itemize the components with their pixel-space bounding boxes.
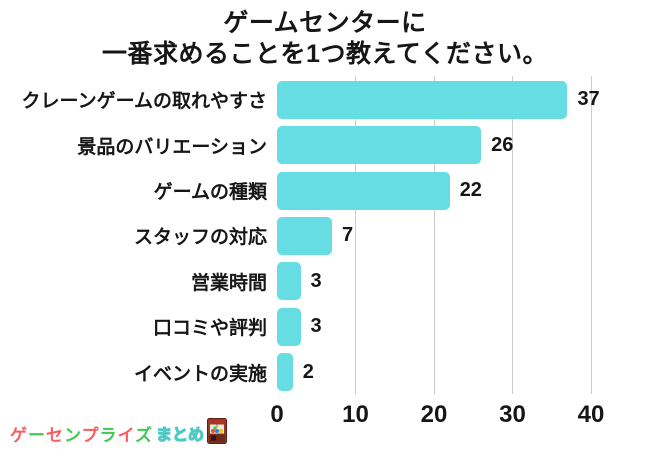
category-label: イベントの実施 bbox=[133, 363, 267, 385]
category-label: 営業時間 bbox=[190, 272, 267, 294]
bar bbox=[277, 80, 568, 119]
bar-area: 26 bbox=[277, 122, 650, 167]
gridline-layer bbox=[277, 76, 650, 394]
logo-char: ゲ bbox=[10, 425, 28, 445]
bar bbox=[277, 171, 450, 210]
bar-area: 3 bbox=[277, 304, 650, 349]
chart-title-line2: 一番求めることを1つ教えてください。 bbox=[102, 40, 548, 68]
value-label: 3 bbox=[310, 315, 322, 338]
value-label: 22 bbox=[459, 179, 482, 202]
bar-row: クレーンゲームの取れやすさ 37 bbox=[0, 77, 650, 122]
logo-char: ラ bbox=[99, 425, 118, 445]
x-tick-label: 10 bbox=[342, 401, 369, 428]
value-label: 37 bbox=[577, 88, 600, 111]
chart-title: ゲームセンターに 一番求めることを1つ教えてください。 bbox=[0, 8, 650, 70]
value-label: 2 bbox=[302, 360, 314, 383]
bar-row: スタッフの対応 7 bbox=[0, 213, 650, 258]
site-logo: ゲーセンプライズ まとめ bbox=[10, 417, 228, 449]
x-tick-label: 30 bbox=[499, 401, 526, 428]
value-label: 3 bbox=[310, 269, 322, 292]
gridline bbox=[433, 76, 435, 394]
bar bbox=[277, 216, 332, 255]
bar bbox=[277, 353, 293, 392]
bar-rows: クレーンゲームの取れやすさ 37 景品のバリエーション 26 ゲームの種類 22 スタッフの… bbox=[0, 77, 650, 395]
logo-char: プ bbox=[81, 425, 100, 445]
bar-area: 2 bbox=[277, 350, 650, 395]
logo-char: ン bbox=[64, 425, 82, 445]
bar-row: ゲームの種類 22 bbox=[0, 168, 650, 213]
bar-area: 3 bbox=[277, 259, 650, 304]
category-label: 口コミや評判 bbox=[152, 318, 267, 340]
bar-area: 7 bbox=[277, 213, 650, 258]
claw-machine-icon bbox=[207, 417, 228, 449]
bar bbox=[277, 126, 482, 165]
logo-char: ー bbox=[28, 425, 46, 445]
bar-area: 37 bbox=[277, 77, 650, 122]
x-axis: 0 10 20 30 40 bbox=[270, 401, 650, 431]
category-label: ゲームの種類 bbox=[153, 182, 267, 204]
category-label: スタッフの対応 bbox=[133, 227, 267, 249]
bar-row: 景品のバリエーション 26 bbox=[0, 122, 650, 167]
bar bbox=[277, 262, 301, 301]
bar-row: イベントの実施 2 bbox=[0, 350, 650, 395]
x-tick-label: 0 bbox=[270, 401, 284, 428]
category-label: クレーンゲームの取れやすさ bbox=[21, 91, 267, 113]
logo-char: ズ bbox=[135, 425, 153, 445]
bar-area: 22 bbox=[277, 168, 650, 213]
x-tick-label: 20 bbox=[420, 401, 448, 428]
logo-brand-text: ゲーセンプライズ bbox=[10, 421, 153, 446]
gridline bbox=[355, 76, 356, 394]
bar-row: 口コミや評判 3 bbox=[0, 304, 650, 349]
category-label: 景品のバリエーション bbox=[77, 136, 267, 158]
chart-title-line1: ゲームセンターに bbox=[223, 9, 427, 37]
gridline bbox=[590, 76, 592, 394]
bar bbox=[277, 307, 301, 346]
value-label: 26 bbox=[491, 133, 514, 156]
logo-suffix-text: まとめ bbox=[155, 426, 205, 444]
logo-char: イ bbox=[117, 425, 135, 445]
gridline bbox=[512, 76, 513, 394]
bar-row: 営業時間 3 bbox=[0, 259, 650, 304]
logo-char: セ bbox=[46, 425, 64, 445]
value-label: 7 bbox=[341, 224, 354, 247]
x-tick-label: 40 bbox=[577, 401, 605, 428]
